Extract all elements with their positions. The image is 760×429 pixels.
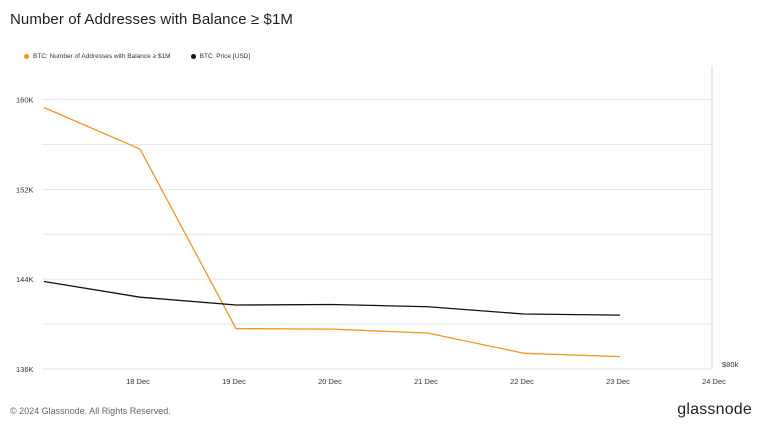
legend-label-price: BTC: Price [USD] <box>199 53 251 60</box>
legend-label-addresses: BTC: Number of Addresses with Balance ≥ … <box>33 53 171 60</box>
legend-dot-price <box>190 54 196 59</box>
x-tick-label: 18 Dec <box>126 377 150 386</box>
legend-dot-addresses <box>24 54 29 59</box>
x-tick-label: 24 Dec <box>702 377 726 386</box>
y-right-tick-label: $80k <box>722 360 739 369</box>
chart-title: Number of Addresses with Balance ≥ $1M <box>10 11 293 28</box>
x-tick-label: 19 Dec <box>222 377 246 386</box>
y-tick-label: 136K <box>16 365 34 374</box>
x-tick-label: 21 Dec <box>414 377 438 386</box>
addresses-series-line <box>43 106 621 358</box>
y-tick-label: 160K <box>16 96 34 105</box>
legend-item-price[interactable]: BTC: Price [USD] <box>190 53 251 60</box>
legend-item-addresses[interactable]: BTC: Number of Addresses with Balance ≥ … <box>24 53 171 60</box>
y-tick-label: 144K <box>16 275 34 284</box>
x-tick-label: 20 Dec <box>318 377 342 386</box>
legend: BTC: Number of Addresses with Balance ≥ … <box>24 53 250 60</box>
price-series-line <box>43 280 621 316</box>
glassnode-logo: glassnode <box>677 401 752 418</box>
x-tick-label: 22 Dec <box>510 377 534 386</box>
copyright-text: © 2024 Glassnode. All Rights Reserved. <box>10 406 171 416</box>
x-tick-label: 23 Dec <box>606 377 630 386</box>
y-tick-label: 152K <box>16 185 34 194</box>
